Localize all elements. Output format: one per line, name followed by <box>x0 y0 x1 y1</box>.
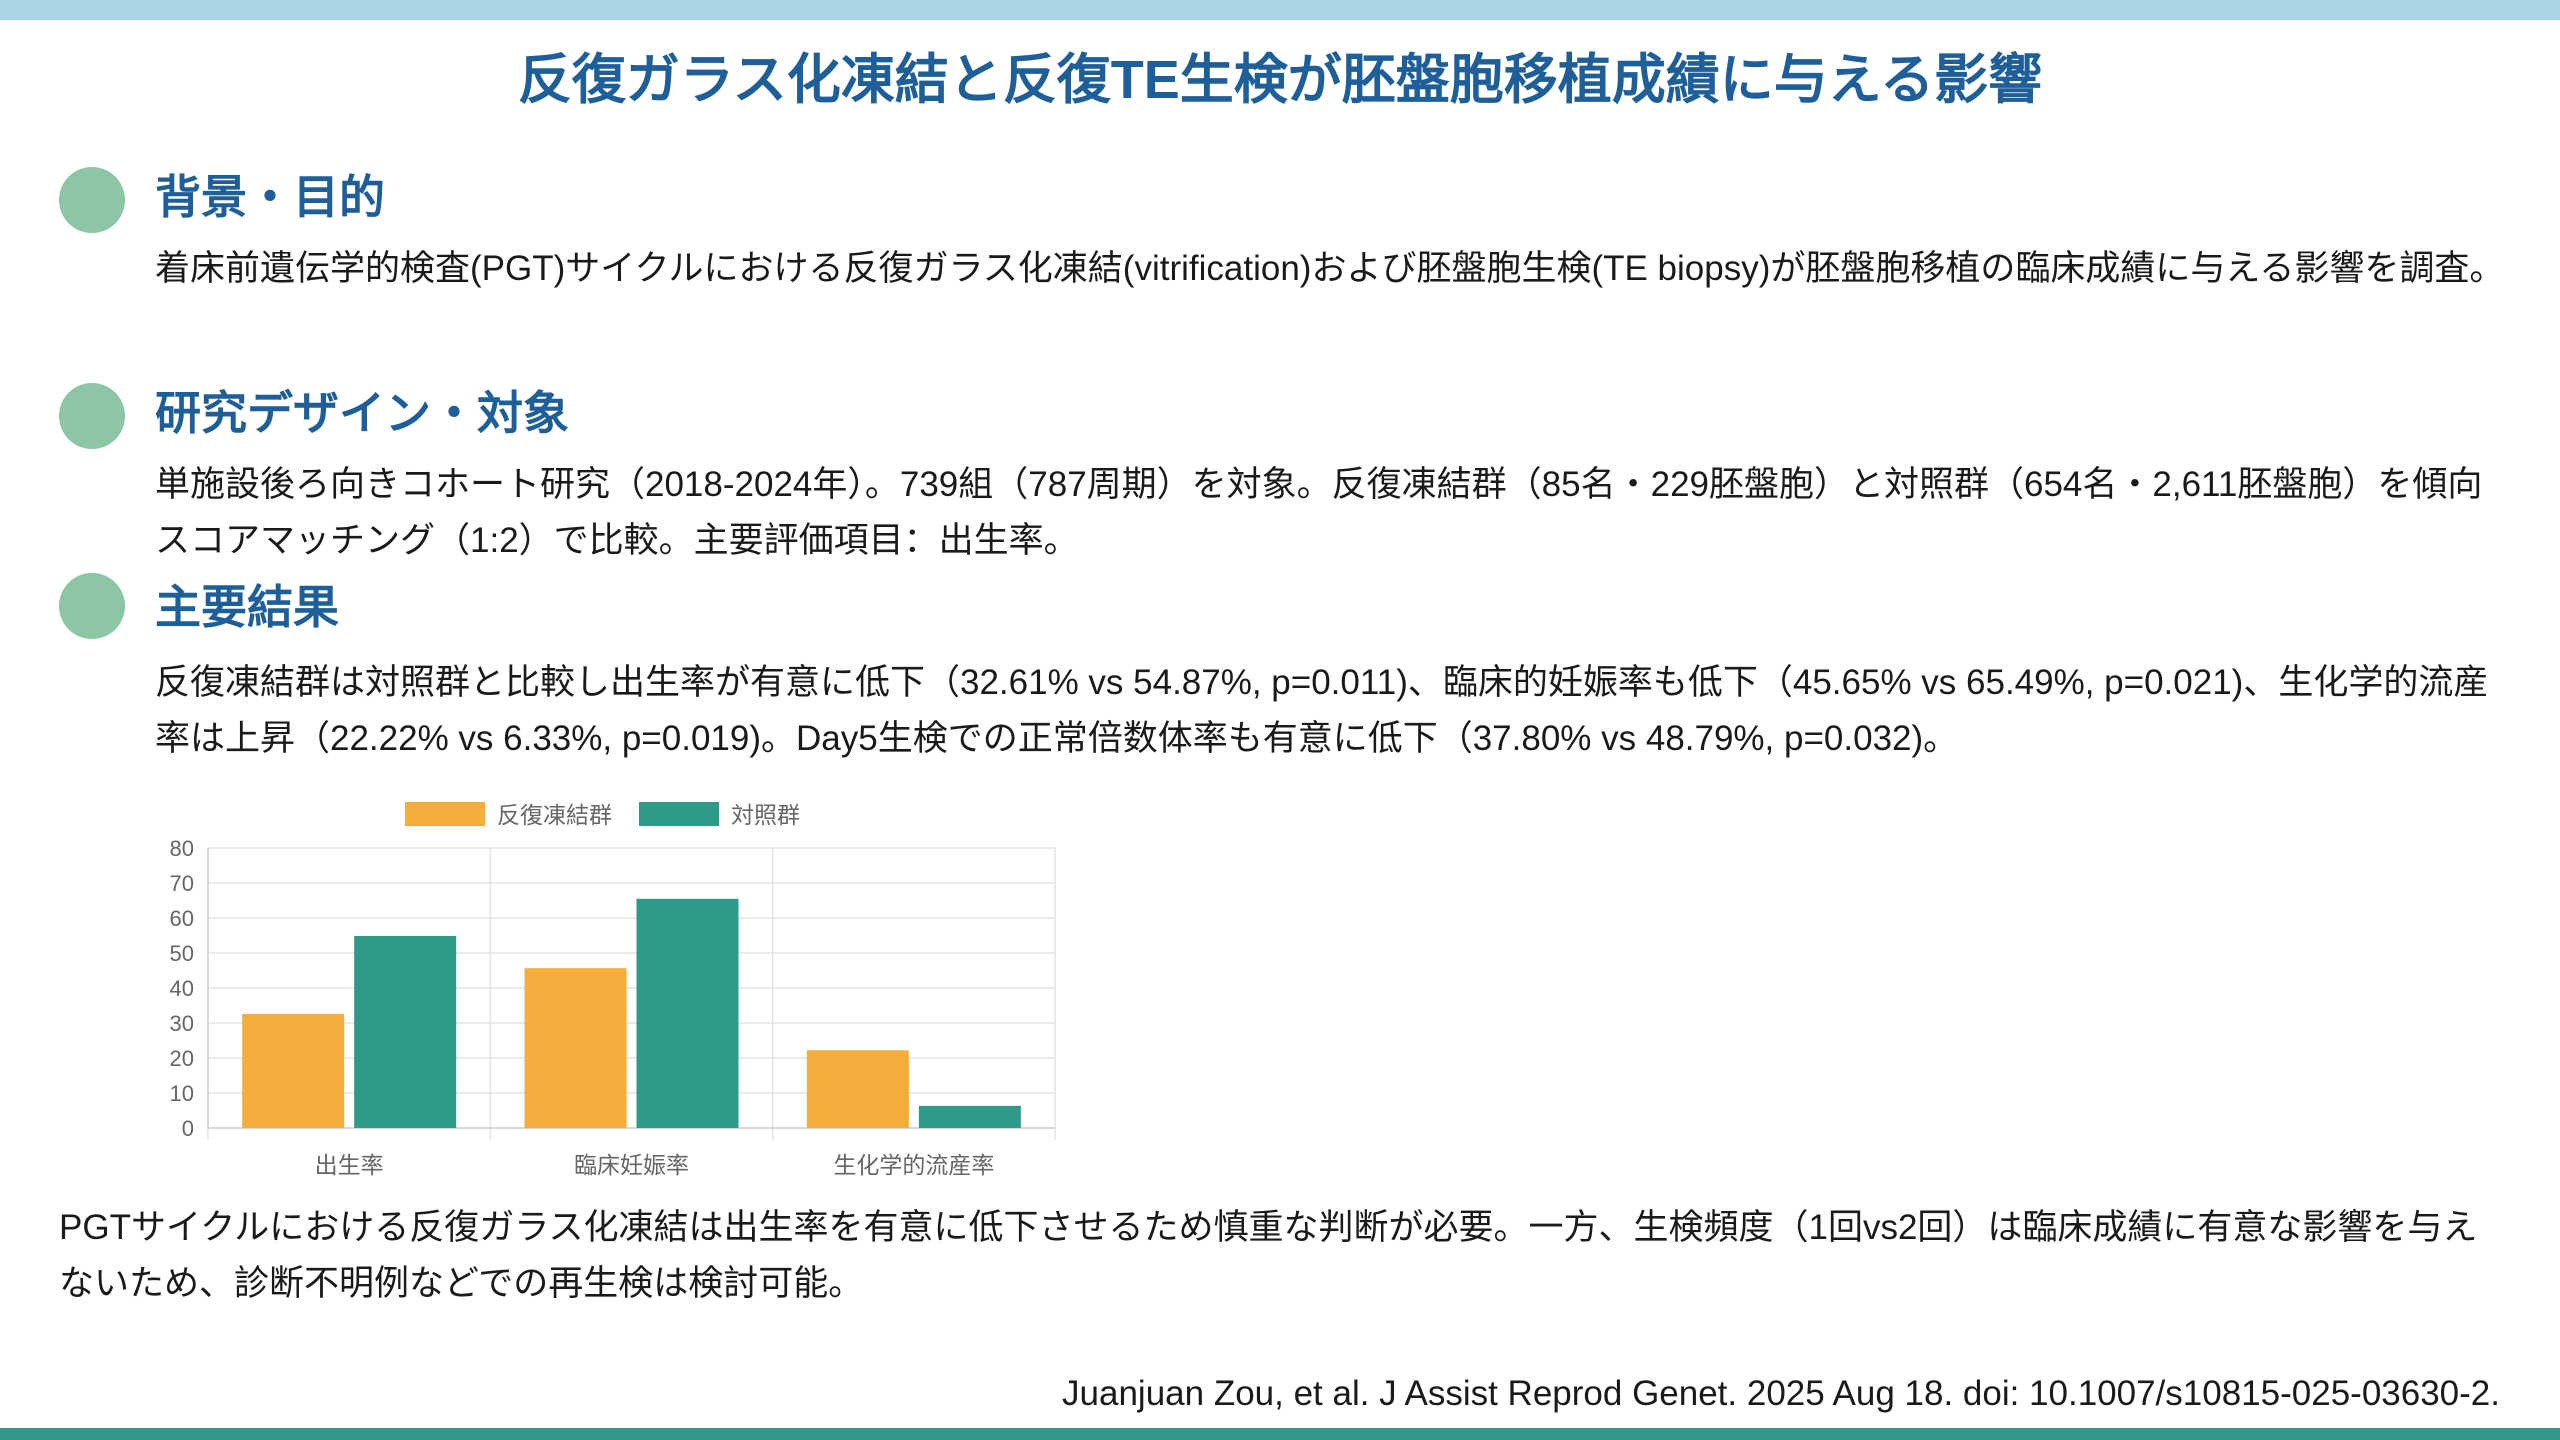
section-heading: 背景・目的 <box>155 171 385 223</box>
x-tick-label: 生化学的流産率 <box>833 1152 994 1178</box>
citation-text: Juanjuan Zou, et al. J Assist Reprod Gen… <box>1062 1374 2500 1413</box>
y-tick-label: 0 <box>182 1116 194 1141</box>
legend-swatch <box>639 802 719 826</box>
bar-chart-svg: 0 10 20 30 40 50 60 70 80 出生率 臨床妊娠率 生化学的流産率 反復凍結群 対照群 <box>170 802 1056 1178</box>
section-body: 単施設後ろ向きコホート研究（2018-2024年）。739組（787周期）を対象… <box>155 465 2483 560</box>
y-tick-label: 30 <box>170 1011 194 1036</box>
section-heading: 主要結果 <box>155 581 339 633</box>
section-bullet-icon <box>59 167 125 233</box>
section-body: 着床前遺伝学的検査(PGT)サイクルにおける反復ガラス化凍結(vitrifica… <box>155 249 2505 288</box>
bar <box>636 898 739 1128</box>
x-tick-label: 臨床妊娠率 <box>574 1152 689 1178</box>
section-bullet-icon <box>59 383 125 449</box>
y-tick-label: 60 <box>170 906 194 931</box>
bar <box>806 1050 909 1128</box>
bar <box>918 1105 1021 1128</box>
section-bullet-icon <box>59 573 125 639</box>
top-accent-bar <box>0 0 2560 20</box>
bar <box>354 935 457 1128</box>
y-tick-label: 40 <box>170 976 194 1001</box>
x-tick-label: 出生率 <box>315 1152 384 1178</box>
y-tick-label: 70 <box>170 871 194 896</box>
y-tick-label: 10 <box>170 1081 194 1106</box>
bar <box>242 1013 345 1128</box>
section-heading: 研究デザイン・対象 <box>155 387 569 439</box>
y-tick-label: 80 <box>170 836 194 861</box>
bottom-accent-bar <box>0 1428 2560 1440</box>
y-tick-label: 20 <box>170 1046 194 1071</box>
results-bar-chart: 0 10 20 30 40 50 60 70 80 出生率 臨床妊娠率 生化学的流産率 反復凍結群 対照群 <box>140 785 1070 1180</box>
section-body: 反復凍結群は対照群と比較し出生率が有意に低下（32.61% vs 54.87%,… <box>155 663 2489 758</box>
bar <box>524 968 627 1128</box>
conclusion-text: PGTサイクルにおける反復ガラス化凍結は出生率を有意に低下させるため慎重な判断が… <box>59 1208 2478 1303</box>
legend-label: 対照群 <box>731 802 800 828</box>
legend-label: 反復凍結群 <box>497 802 612 828</box>
y-tick-label: 50 <box>170 941 194 966</box>
legend-swatch <box>405 802 485 826</box>
page-title: 反復ガラス化凍結と反復TE生検が胚盤胞移植成績に与える影響 <box>517 50 2043 110</box>
